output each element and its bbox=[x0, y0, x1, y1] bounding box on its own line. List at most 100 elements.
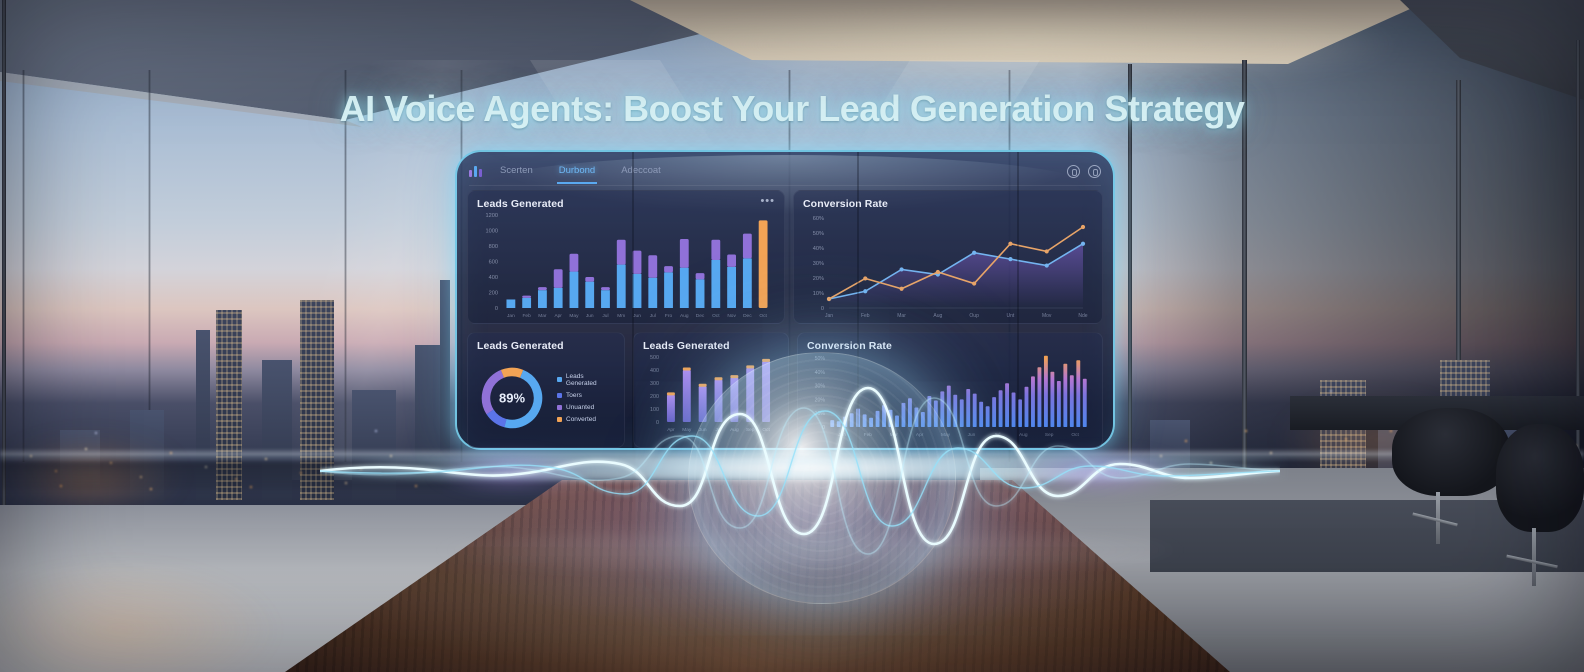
chart-svg: 1200 1000 800 600 400 200 0 Jan Feb Mar Apr May Jun J… bbox=[486, 213, 768, 319]
more-options-icon[interactable]: ••• bbox=[760, 195, 775, 207]
svg-text:Oup: Oup bbox=[969, 313, 979, 319]
legend-label: Unuanted bbox=[566, 403, 595, 411]
svg-text:Oct: Oct bbox=[712, 313, 720, 319]
svg-text:Jul: Jul bbox=[650, 313, 656, 319]
svg-text:0: 0 bbox=[821, 306, 824, 312]
legend-swatch bbox=[557, 416, 562, 422]
svg-text:Jun: Jun bbox=[968, 432, 976, 438]
tab-scerten[interactable]: Scerten bbox=[500, 165, 533, 176]
svg-text:Jun: Jun bbox=[586, 313, 594, 319]
building bbox=[352, 390, 396, 500]
svg-text:89%: 89% bbox=[499, 390, 525, 405]
svg-text:800: 800 bbox=[489, 244, 498, 250]
svg-text:Mar: Mar bbox=[897, 313, 906, 319]
svg-text:60%: 60% bbox=[813, 216, 824, 222]
legend-swatch bbox=[557, 404, 562, 410]
panel-title: Conversion Rate bbox=[807, 340, 892, 352]
voice-waveform bbox=[320, 386, 1280, 555]
svg-text:Mm: Mm bbox=[617, 313, 625, 319]
svg-text:600: 600 bbox=[489, 260, 498, 266]
building bbox=[130, 410, 164, 500]
svg-text:Oct: Oct bbox=[1071, 432, 1079, 438]
svg-text:1000: 1000 bbox=[486, 229, 498, 235]
panel-title: Leads Generated bbox=[477, 340, 564, 352]
panel-conversion-trend: Conversion Rate 60% 50% 40% 30% 20% 10% 0 Jan Fe… bbox=[793, 190, 1103, 324]
svg-text:Jul: Jul bbox=[602, 313, 608, 319]
legend-item: Converted bbox=[557, 416, 615, 423]
screen-seam bbox=[1017, 152, 1019, 448]
conversion-rate-line-chart: 60% 50% 40% 30% 20% 10% 0 Jan Feb Mar Aug Oup Unt Mov… bbox=[803, 210, 1093, 319]
legend-label: Toers bbox=[566, 391, 582, 399]
svg-text:Mar: Mar bbox=[538, 313, 547, 319]
svg-text:Jun: Jun bbox=[633, 313, 641, 319]
glass-mullion bbox=[344, 70, 347, 462]
svg-text:Feb: Feb bbox=[861, 313, 870, 319]
legend-item: Toers bbox=[557, 392, 615, 399]
building bbox=[300, 300, 334, 500]
chart-svg: 89% bbox=[481, 367, 543, 428]
legend-swatch bbox=[557, 377, 562, 382]
panel-leads-monthly: Leads Generated ••• 1200 1000 800 600 400 200… bbox=[467, 190, 785, 324]
svg-text:Aug: Aug bbox=[933, 313, 942, 319]
svg-text:0: 0 bbox=[495, 306, 498, 312]
building bbox=[440, 280, 450, 490]
building bbox=[216, 310, 242, 500]
building bbox=[60, 430, 100, 490]
svg-text:Mov: Mov bbox=[1042, 313, 1052, 319]
svg-text:Aug: Aug bbox=[1019, 432, 1028, 438]
svg-text:Jan: Jan bbox=[825, 313, 833, 319]
svg-text:10%: 10% bbox=[813, 291, 824, 297]
svg-text:30%: 30% bbox=[813, 261, 824, 267]
leads-generated-bar-chart: 1200 1000 800 600 400 200 0 Jan Feb Mar Apr May Jun J… bbox=[477, 210, 775, 319]
user-icon[interactable] bbox=[1067, 165, 1080, 178]
city-glow bbox=[0, 440, 180, 510]
svg-text:200: 200 bbox=[489, 291, 498, 297]
glass-frame bbox=[2, 0, 6, 672]
tab-durbond[interactable]: Durbond bbox=[556, 159, 598, 184]
svg-text:40%: 40% bbox=[813, 246, 824, 252]
svg-text:Sep: Sep bbox=[1045, 432, 1054, 438]
svg-text:Apr: Apr bbox=[667, 427, 675, 433]
glass-frame bbox=[1576, 40, 1580, 672]
svg-text:Oct: Oct bbox=[759, 313, 767, 319]
legend-swatch bbox=[557, 392, 562, 398]
glass-frame bbox=[1128, 64, 1132, 672]
city-lights bbox=[0, 0, 2, 2]
svg-text:50%: 50% bbox=[813, 231, 824, 237]
screen-seam bbox=[857, 152, 859, 448]
svg-text:Dec: Dec bbox=[696, 313, 705, 319]
ceiling-cove-glow bbox=[640, 0, 1400, 90]
svg-text:Dec: Dec bbox=[743, 313, 752, 319]
svg-text:Nde: Nde bbox=[1078, 313, 1087, 319]
screen-seam bbox=[632, 152, 634, 448]
svg-text:Jan: Jan bbox=[507, 313, 515, 319]
tab-adeccoat[interactable]: Adeccoat bbox=[621, 165, 661, 176]
building bbox=[262, 360, 292, 500]
legend-item: Leads Generated bbox=[557, 373, 615, 387]
svg-text:0: 0 bbox=[656, 420, 659, 426]
office-chair bbox=[1496, 424, 1584, 532]
svg-text:300: 300 bbox=[650, 381, 659, 387]
leads-share-donut-chart: 89% bbox=[477, 363, 547, 433]
svg-text:500: 500 bbox=[650, 355, 659, 361]
legend-label: Converted bbox=[566, 415, 596, 423]
svg-text:20%: 20% bbox=[813, 276, 824, 282]
panel-title: Leads Generated bbox=[477, 198, 564, 210]
clock-icon[interactable] bbox=[1088, 165, 1101, 178]
svg-text:Nov: Nov bbox=[727, 313, 736, 319]
panel-title: Leads Generated bbox=[643, 340, 730, 352]
svg-text:200: 200 bbox=[650, 394, 659, 400]
legend-item: Unuanted bbox=[557, 404, 615, 411]
svg-text:Fro: Fro bbox=[665, 313, 673, 319]
office-chair bbox=[1392, 408, 1510, 496]
svg-text:1200: 1200 bbox=[486, 213, 498, 219]
svg-text:Aug: Aug bbox=[680, 313, 689, 319]
dashboard-tabs: Scerten Durbond Adeccoat bbox=[498, 159, 663, 184]
legend-label: Leads Generated bbox=[565, 372, 597, 387]
donut-legend: Leads Generated Toers Unuanted Converted bbox=[557, 373, 615, 423]
svg-text:100: 100 bbox=[650, 407, 659, 413]
topbar-icons bbox=[1067, 165, 1101, 178]
chair-leg bbox=[1532, 528, 1536, 586]
